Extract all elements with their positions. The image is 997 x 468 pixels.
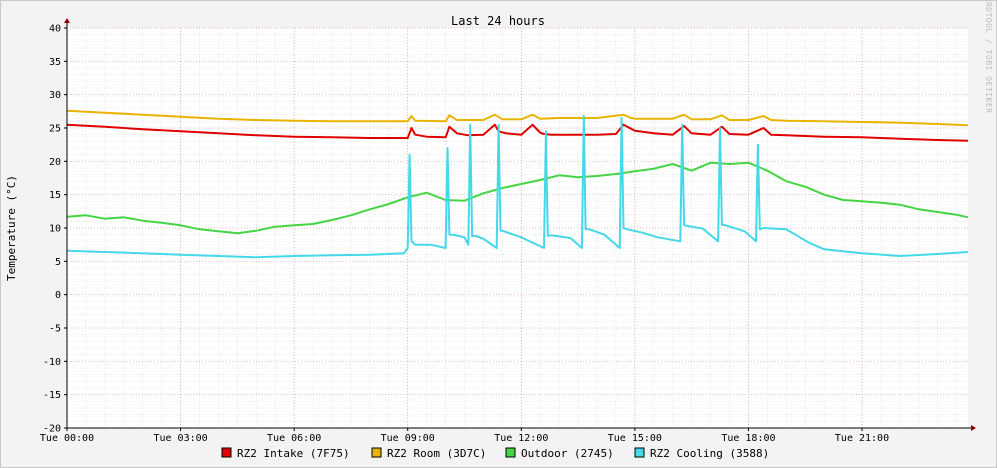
y-tick-label: 30 — [49, 90, 61, 101]
y-tick-label: 20 — [49, 157, 61, 168]
y-tick-label: 10 — [49, 224, 61, 235]
legend-label: Outdoor (2745) — [521, 447, 614, 460]
x-tick-label: Tue 06:00 — [267, 433, 321, 444]
x-tick-label: Tue 15:00 — [608, 433, 662, 444]
x-axis-arrow — [971, 425, 976, 431]
legend-label: RZ2 Cooling (3588) — [650, 447, 769, 460]
chart-title: Last 24 hours — [451, 14, 545, 28]
legend-swatch — [222, 448, 231, 457]
x-tick-label: Tue 12:00 — [494, 433, 548, 444]
y-tick-label: -15 — [43, 390, 61, 401]
y-tick-label: 25 — [49, 124, 61, 135]
y-tick-label: -10 — [43, 357, 61, 368]
y-tick-label: 35 — [49, 57, 61, 68]
legend-label: RZ2 Room (3D7C) — [387, 447, 486, 460]
y-tick-label: 0 — [55, 290, 61, 301]
legend-label: RZ2 Intake (7F75) — [237, 447, 350, 460]
legend-swatch — [506, 448, 515, 457]
x-tick-label: Tue 18:00 — [721, 433, 775, 444]
y-tick-label: 15 — [49, 190, 61, 201]
y-axis-label: Temperature (°C) — [5, 175, 18, 281]
watermark: RRDTOOL / TOBI OETIKER — [984, 0, 993, 113]
x-tick-label: Tue 09:00 — [381, 433, 435, 444]
x-tick-label: Tue 00:00 — [40, 433, 94, 444]
x-tick-label: Tue 21:00 — [835, 433, 889, 444]
legend-swatch — [635, 448, 644, 457]
legend: RZ2 Intake (7F75) RZ2 Room (3D7C) Outdoor … — [222, 447, 769, 460]
legend-swatch — [372, 448, 381, 457]
x-tick-label: Tue 03:00 — [153, 433, 207, 444]
y-axis-arrow — [64, 18, 70, 23]
y-tick-label: 5 — [55, 257, 61, 268]
y-tick-label: 40 — [49, 24, 61, 35]
y-tick-label: -5 — [49, 324, 61, 335]
